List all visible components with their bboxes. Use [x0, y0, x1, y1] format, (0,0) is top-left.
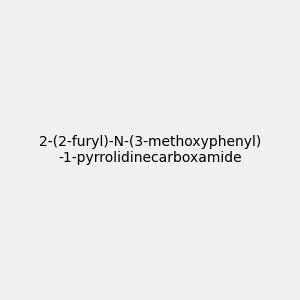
Text: 2-(2-furyl)-N-(3-methoxyphenyl)
-1-pyrrolidinecarboxamide: 2-(2-furyl)-N-(3-methoxyphenyl) -1-pyrro…: [39, 135, 261, 165]
